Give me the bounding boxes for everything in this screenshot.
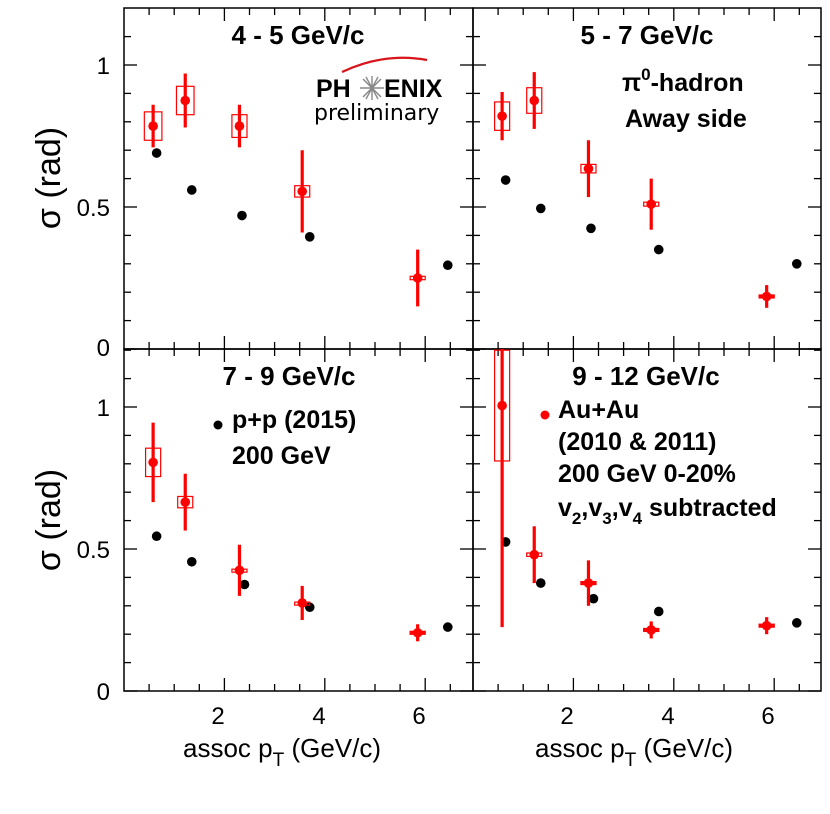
x-tick-label-left-6: 6 <box>412 703 425 730</box>
pp-point <box>237 210 247 221</box>
x-tick-label-right-4: 4 <box>661 703 674 730</box>
y-tick-label-bottom-1: 1 <box>97 395 110 422</box>
panel-title-7-9: 7 - 9 GeV/c <box>223 361 356 391</box>
legend-pp-line1: p+p (2015) <box>232 406 356 434</box>
auau-point <box>583 578 594 588</box>
away-side-label: Away side <box>625 105 747 133</box>
data-marks <box>143 72 802 642</box>
y-tick-label-top-0: 0 <box>97 335 110 362</box>
auau-point <box>412 273 423 283</box>
y-tick-label-bottom-0: 0 <box>97 679 110 706</box>
legend-auau-marker <box>540 410 550 420</box>
auau-point <box>761 291 772 302</box>
panel-marks-9-12 <box>493 349 802 639</box>
legend-auau-line3: 200 GeV 0-20% <box>558 460 736 488</box>
auau-point <box>297 186 308 197</box>
panel-marks-7-9 <box>144 422 453 642</box>
y-tick-label-bottom-0.5: 0.5 <box>77 537 110 564</box>
pp-point <box>791 618 802 628</box>
y-axis-title-top: σ (rad) <box>30 127 68 229</box>
auau-point <box>297 598 308 608</box>
x-tick-label-right-6: 6 <box>761 703 774 730</box>
pp-point <box>653 606 664 617</box>
pi0-hadron-label: π0-hadron <box>622 65 744 97</box>
auau-point <box>646 199 657 209</box>
phenix-logo-right: ENIX <box>384 75 443 103</box>
legend-auau-line4: v2,v3,v4 subtracted <box>558 494 777 528</box>
auau-point <box>180 497 191 507</box>
pp-point <box>653 244 664 255</box>
phenix-logo-left: PH <box>316 75 351 103</box>
phenix-logo-swoosh <box>341 56 428 73</box>
pp-point <box>586 223 596 234</box>
pp-point <box>535 578 546 588</box>
axis-ticks <box>124 8 821 692</box>
auau-point <box>234 121 245 131</box>
panel-marks-4-5 <box>143 73 453 307</box>
auau-point <box>529 549 540 560</box>
pp-point <box>186 556 197 567</box>
auau-point <box>180 95 191 106</box>
phenix-logo-star-icon <box>360 76 384 100</box>
legend-pp-line2: 200 GeV <box>232 442 331 470</box>
pp-point <box>151 531 162 542</box>
legend-pp-marker <box>213 420 223 430</box>
pp-point <box>186 185 197 195</box>
panel-marks-5-7 <box>493 72 802 308</box>
x-tick-label-left-4: 4 <box>312 703 325 730</box>
panel-frame-7-9 <box>123 348 474 692</box>
auau-point <box>497 400 507 411</box>
pp-point <box>535 203 546 214</box>
pp-point <box>791 259 802 269</box>
auau-point <box>148 121 158 131</box>
pp-point <box>442 622 453 632</box>
auau-point <box>497 111 507 121</box>
auau-point <box>412 627 423 638</box>
auau-point <box>583 163 594 174</box>
x-tick-label-left-2: 2 <box>211 703 224 730</box>
y-tick-label-top-1: 1 <box>97 53 110 80</box>
x-tick-label-right-2: 2 <box>560 703 573 730</box>
auau-point <box>148 457 158 468</box>
auau-point <box>646 625 657 635</box>
auau-point <box>761 620 772 631</box>
pp-point <box>304 232 315 242</box>
legend-auau-line1: Au+Au <box>558 396 639 424</box>
pp-point <box>588 593 599 604</box>
pp-point <box>500 175 511 185</box>
panel-title-4-5: 4 - 5 GeV/c <box>232 20 365 50</box>
y-axis-title-bottom: σ (rad) <box>30 469 68 571</box>
pp-point <box>239 579 250 590</box>
legend-auau-line2: (2010 & 2011) <box>558 428 716 456</box>
auau-point <box>529 95 540 106</box>
auau-point <box>234 565 245 576</box>
pp-point <box>442 260 453 271</box>
panel-title-5-7: 5 - 7 GeV/c <box>581 20 714 50</box>
panel-title-9-12: 9 - 12 GeV/c <box>572 361 719 391</box>
x-axis-title-right: assoc pT (GeV/c) <box>535 733 733 771</box>
x-axis-title-left: assoc pT (GeV/c) <box>183 733 381 771</box>
pp-point <box>151 148 162 158</box>
preliminary-label: preliminary <box>314 101 439 126</box>
y-tick-label-top-0.5: 0.5 <box>77 195 110 222</box>
